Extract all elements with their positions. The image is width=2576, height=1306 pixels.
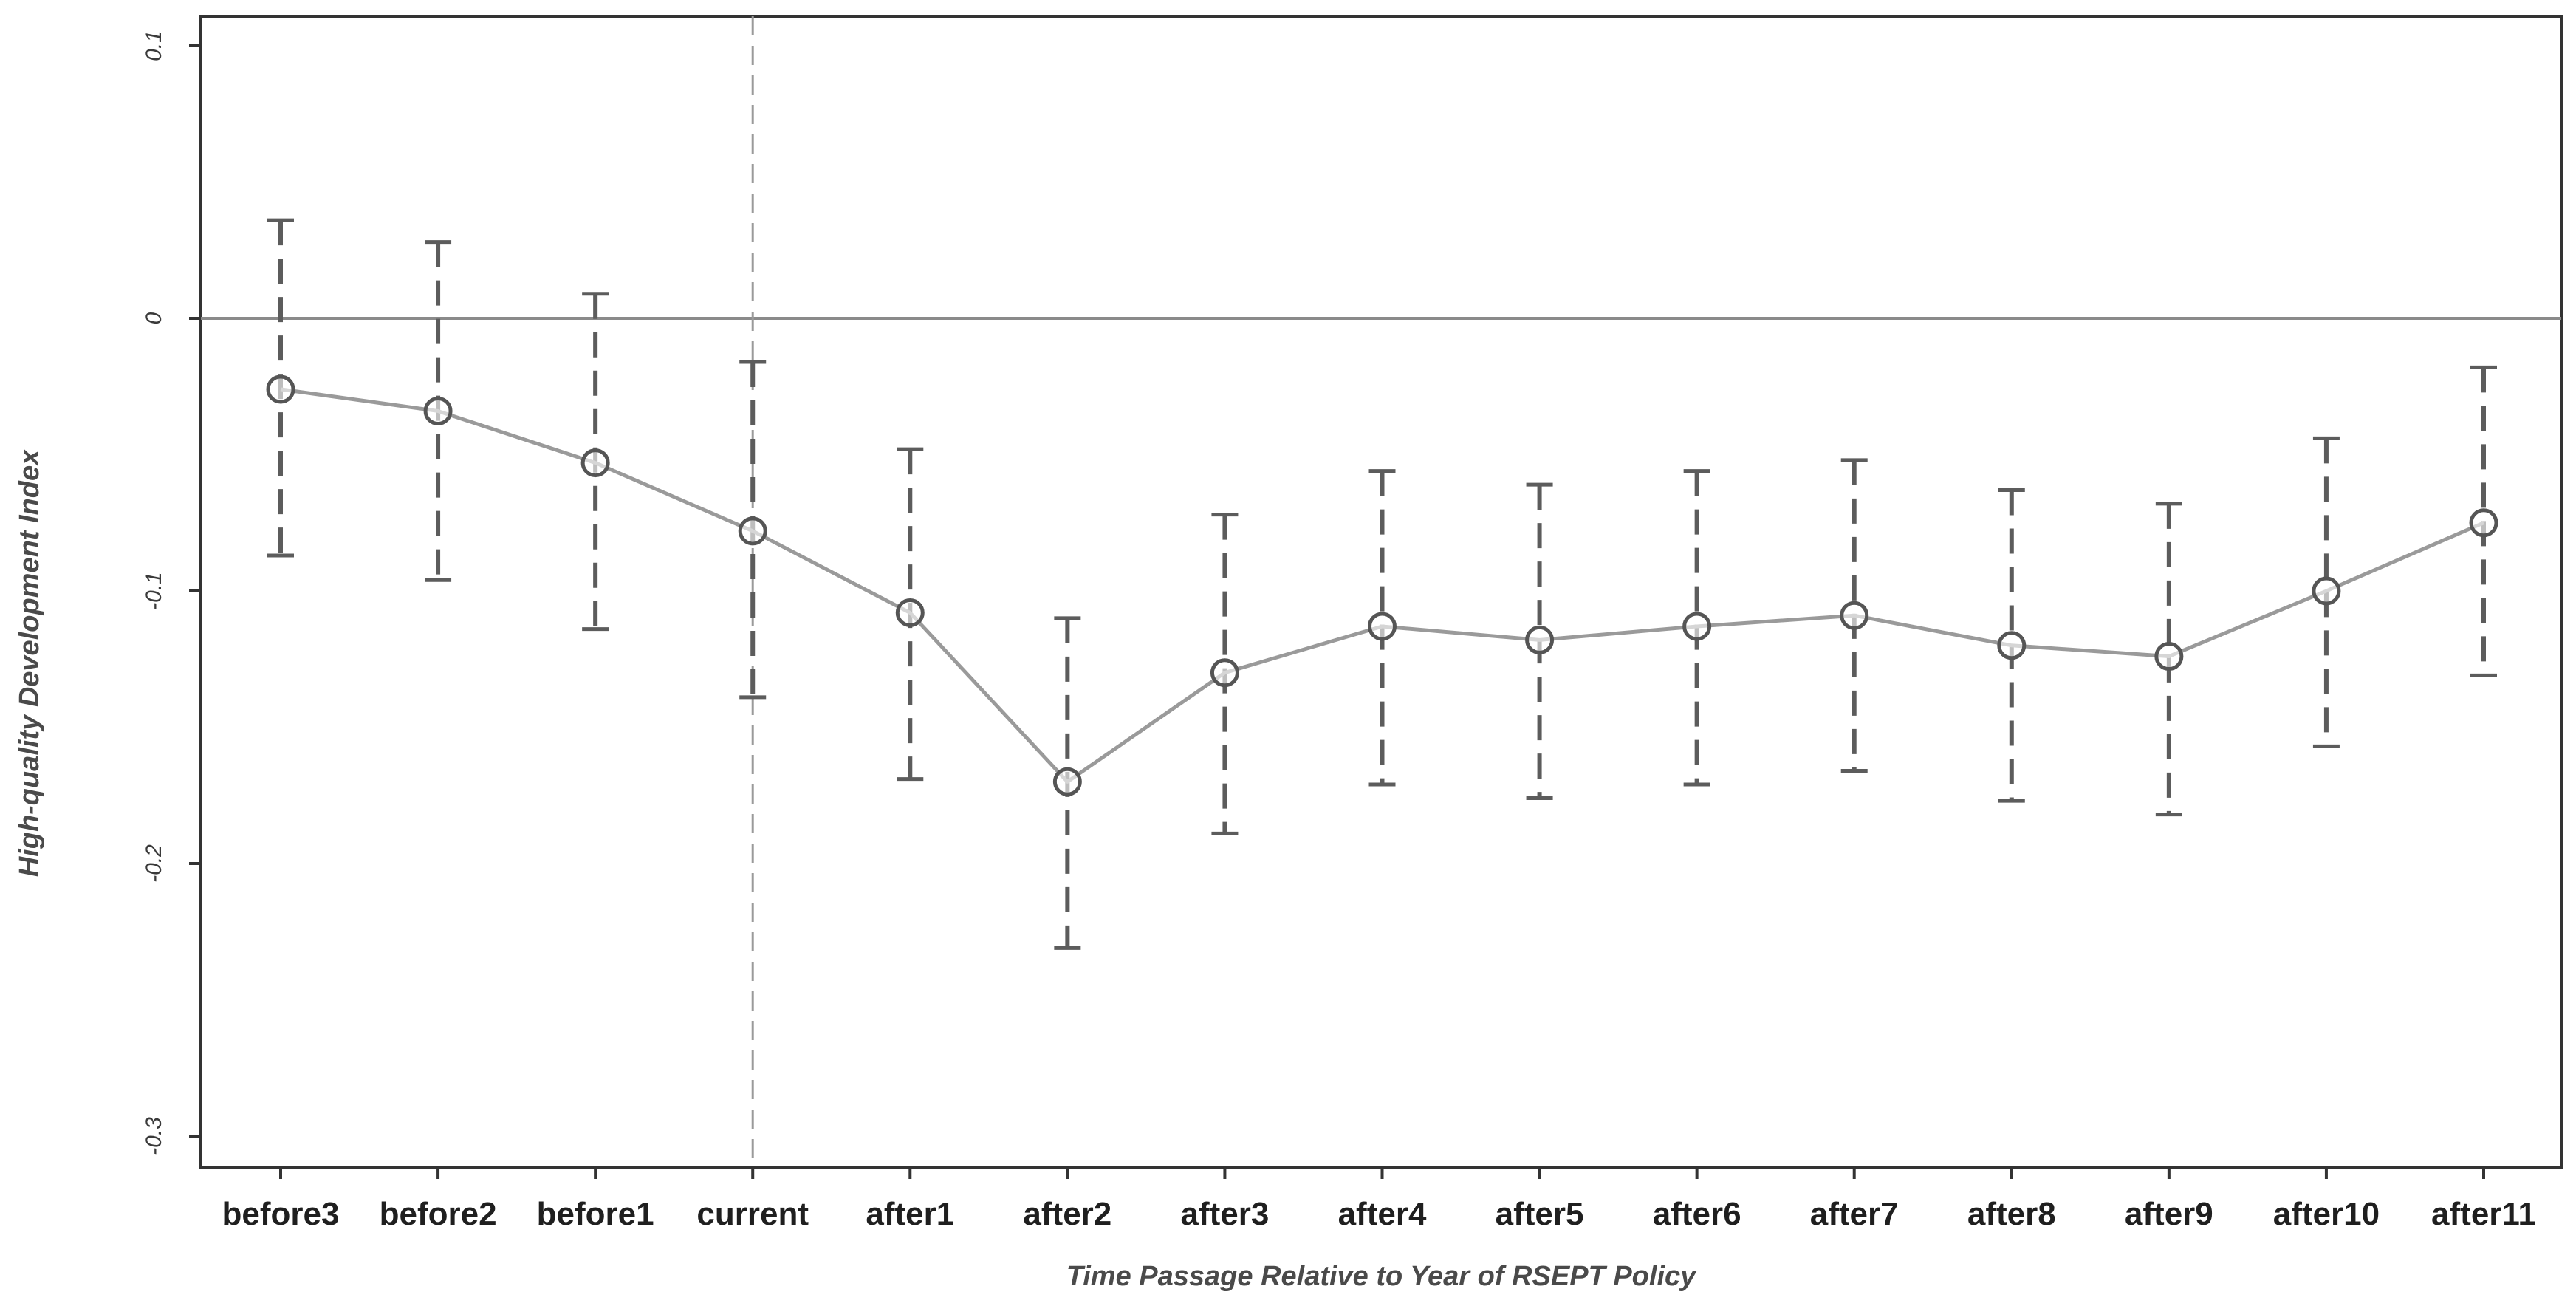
x-tick-label: before1	[537, 1196, 654, 1232]
y-axis-title: High-quality Development Index	[14, 448, 45, 877]
data-point-marker	[2312, 576, 2341, 606]
x-tick-label: after2	[1023, 1196, 1111, 1232]
data-point-marker	[1682, 612, 1712, 641]
x-tick-label: before2	[380, 1196, 497, 1232]
data-point-marker	[895, 598, 925, 628]
x-tick-label: after1	[866, 1196, 954, 1232]
data-point-marker	[1052, 767, 1082, 796]
y-tick-label: -0.3	[142, 1117, 166, 1155]
y-tick-label: 0.1	[142, 30, 166, 61]
x-axis-title: Time Passage Relative to Year of RSEPT P…	[1066, 1261, 1697, 1292]
point-markers	[266, 375, 2498, 796]
data-point-marker	[1210, 658, 1239, 688]
x-tick-label: after11	[2431, 1196, 2536, 1232]
data-point-marker	[580, 448, 610, 478]
y-tick-label: -0.2	[142, 844, 166, 883]
data-point-marker	[423, 396, 453, 425]
y-tick-label: -0.1	[142, 572, 166, 610]
y-axis: 0.1 0 -0.1 -0.2 -0.3	[142, 30, 201, 1155]
x-tick-label: after10	[2273, 1196, 2380, 1232]
y-tick-label: 0	[142, 312, 166, 324]
x-tick-label: after4	[1338, 1196, 1427, 1232]
x-tick-label: after9	[2125, 1196, 2213, 1232]
x-tick-label: after6	[1653, 1196, 1741, 1232]
x-tick-label: before3	[222, 1196, 340, 1232]
x-axis: before3 before2 before1 current after1 after2…	[222, 1167, 2536, 1232]
x-tick-label: after5	[1496, 1196, 1584, 1232]
error-bars	[267, 218, 2497, 950]
data-point-marker	[1525, 625, 1555, 654]
data-point-marker	[1368, 612, 1397, 641]
data-point-marker	[266, 375, 295, 404]
x-tick-label: after7	[1810, 1196, 1899, 1232]
x-tick-label: after3	[1181, 1196, 1270, 1232]
x-tick-label: after8	[1967, 1196, 2056, 1232]
data-point-marker	[2469, 508, 2498, 538]
data-point-marker	[2154, 642, 2184, 671]
data-point-marker	[1840, 601, 1869, 630]
x-tick-label: current	[696, 1196, 809, 1232]
data-point-marker	[738, 516, 767, 546]
data-point-marker	[1997, 631, 2027, 660]
